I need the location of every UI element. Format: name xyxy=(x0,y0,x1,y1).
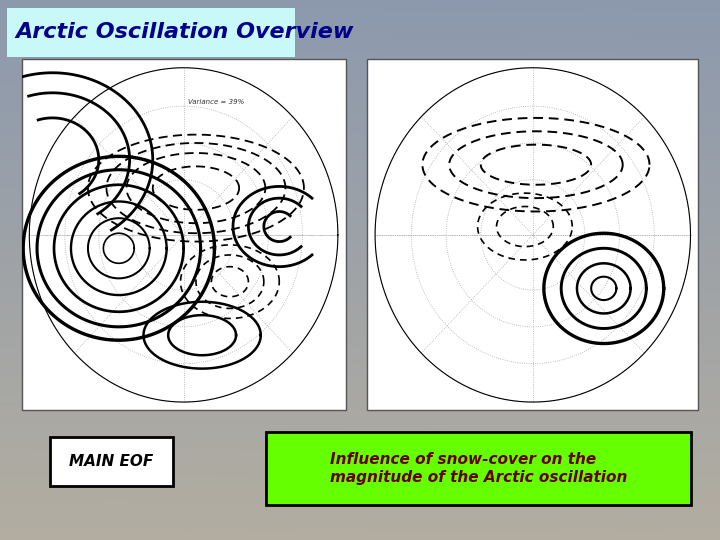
Text: Influence of snow-cover on the
magnitude of the Arctic oscillation: Influence of snow-cover on the magnitude… xyxy=(330,453,628,485)
Text: Arctic Oscillation Overview: Arctic Oscillation Overview xyxy=(16,22,354,43)
Bar xyxy=(367,59,698,410)
Text: MAIN EOF: MAIN EOF xyxy=(69,454,154,469)
Bar xyxy=(22,59,346,410)
Bar xyxy=(266,432,691,505)
Bar xyxy=(7,8,295,57)
Bar xyxy=(50,437,173,486)
